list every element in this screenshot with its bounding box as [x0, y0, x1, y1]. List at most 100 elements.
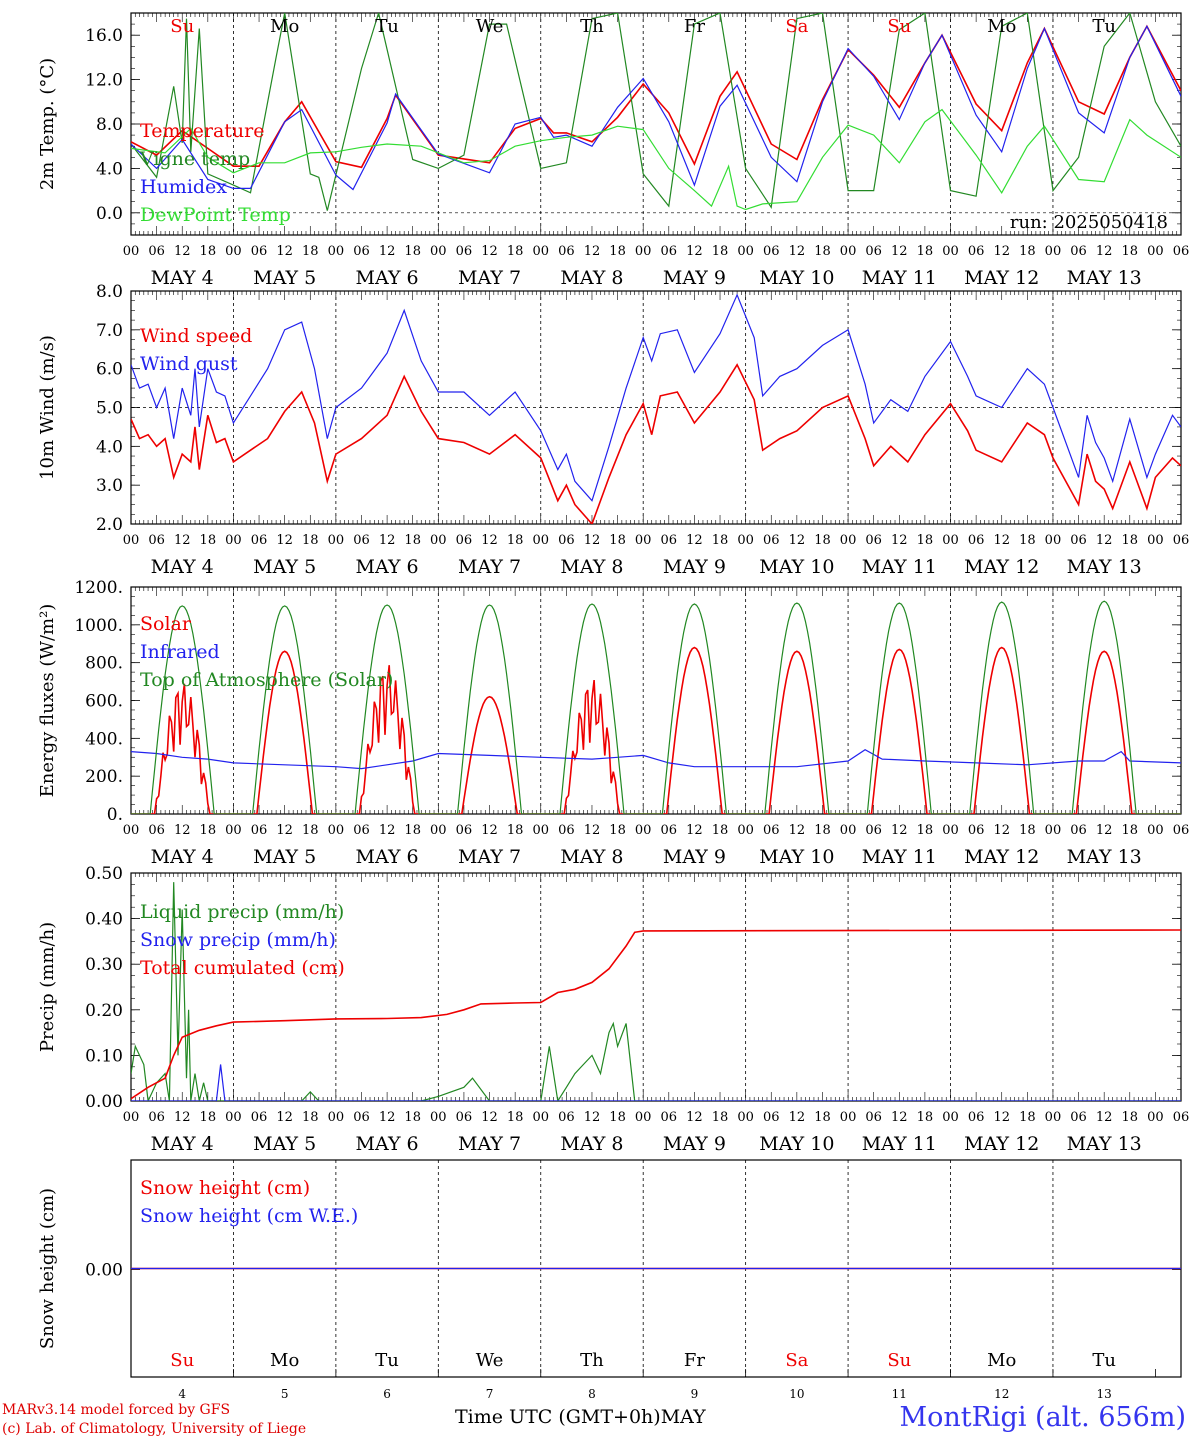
x-hour-label: 18: [814, 533, 831, 548]
series-group: [131, 293, 1181, 524]
x-date-label: MAY 8: [560, 846, 623, 868]
x-hour-label: 18: [917, 533, 934, 548]
x-hour-label: 00: [1147, 244, 1164, 259]
x-hour-label: 12: [789, 823, 806, 838]
x-hour-label: 12: [789, 533, 806, 548]
legend-entry: Wind speed: [140, 325, 252, 347]
x-date-label: MAY 12: [964, 1133, 1039, 1155]
y-tick-label: 6.0: [96, 360, 123, 380]
y-tick-label: 3.0: [96, 476, 123, 496]
x-date-label: MAY 13: [1067, 556, 1142, 578]
x-date-label: MAY 6: [356, 1133, 419, 1155]
x-date-label: MAY 7: [458, 556, 521, 578]
x-hour-label: 00: [328, 244, 345, 259]
x-hour-label: 00: [1147, 823, 1164, 838]
x-date-label: MAY 10: [759, 846, 834, 868]
x-hour-label: 18: [1122, 1110, 1139, 1125]
series-line-infrared: [131, 748, 1181, 770]
x-hour-label: 06: [1173, 244, 1190, 259]
time-axis-label: Time UTC (GMT+0h)MAY: [455, 1406, 706, 1428]
x-date-label: MAY 11: [862, 267, 937, 289]
x-hour-label: 12: [174, 823, 191, 838]
x-hour-label: 06: [968, 823, 985, 838]
series-line-dewpoint-temp: [131, 108, 1181, 211]
x-hour-label: 06: [661, 533, 678, 548]
legend-entry: Total cumulated (cm): [140, 957, 345, 979]
panel-5: 0.00 Snow height (cm) Snow height (cm) Snow…: [37, 1159, 1182, 1401]
x-hour-label: 12: [891, 1110, 908, 1125]
y-axis-label: 10m Wind (m/s): [37, 335, 58, 480]
x-hour-label: 00: [1045, 244, 1062, 259]
day-number-label: 9: [691, 1387, 699, 1401]
x-hour-label: 00: [1045, 533, 1062, 548]
x-hour-label: 12: [379, 1110, 396, 1125]
x-hour-label: 06: [353, 533, 370, 548]
x-hour-label: 12: [993, 823, 1010, 838]
x-date-label: MAY 11: [862, 846, 937, 868]
x-date-label: MAY 11: [862, 1133, 937, 1155]
x-date-label: MAY 4: [151, 1133, 214, 1155]
x-hour-label: 18: [507, 533, 524, 548]
x-hour-label: 18: [404, 1110, 421, 1125]
y-tick-label: 4.0: [96, 159, 123, 179]
series-line-total-cumulated-cm: [131, 929, 1181, 1100]
y-tick-label: 400.: [85, 729, 123, 749]
x-hour-label: 12: [379, 533, 396, 548]
x-date-label: MAY 4: [151, 846, 214, 868]
x-hour-label: 18: [712, 1110, 729, 1125]
legend-entry: Temperature: [140, 120, 264, 142]
x-hour-label: 00: [123, 244, 140, 259]
x-hour-label: 06: [968, 1110, 985, 1125]
day-name-label: Fr: [684, 1350, 705, 1371]
x-hour-label: 18: [1019, 1110, 1036, 1125]
x-hour-label: 18: [200, 1110, 217, 1125]
series-line-temperature: [131, 24, 1181, 169]
x-hour-label: 12: [789, 1110, 806, 1125]
x-hour-label: 12: [481, 1110, 498, 1125]
x-hour-label: 18: [712, 244, 729, 259]
x-hour-label: 18: [507, 244, 524, 259]
x-hour-label: 06: [558, 823, 575, 838]
x-hour-label: 18: [609, 533, 626, 548]
x-date-label: MAY 9: [663, 267, 726, 289]
day-name-label: Sa: [785, 1350, 808, 1371]
x-hour-label: 12: [993, 244, 1010, 259]
day-number-label: 7: [486, 1387, 494, 1401]
x-hour-label: 00: [635, 823, 652, 838]
legend-entry: Vigne temp: [139, 148, 250, 170]
x-hour-label: 00: [942, 533, 959, 548]
x-hour-label: 18: [609, 244, 626, 259]
x-hour-label: 00: [532, 244, 549, 259]
x-hour-label: 06: [865, 823, 882, 838]
x-date-label: MAY 12: [964, 846, 1039, 868]
x-hour-label: 06: [1173, 1110, 1190, 1125]
x-hour-label: 12: [686, 244, 703, 259]
x-hour-label: 18: [712, 823, 729, 838]
plot-frame: [130, 12, 1182, 236]
x-hour-label: 06: [1070, 823, 1087, 838]
x-hour-label: 06: [456, 823, 473, 838]
y-tick-label: 7.0: [96, 321, 123, 341]
x-hour-label: 06: [968, 244, 985, 259]
x-hour-label: 00: [635, 1110, 652, 1125]
x-hour-label: 18: [302, 244, 319, 259]
x-hour-label: 12: [379, 244, 396, 259]
day-name-label: Tu: [375, 1350, 399, 1371]
x-hour-label: 00: [737, 1110, 754, 1125]
day-name-label: Mo: [270, 16, 299, 37]
x-hour-label: 12: [686, 1110, 703, 1125]
x-hour-label: 00: [942, 244, 959, 259]
x-date-label: MAY 11: [862, 556, 937, 578]
y-tick-label: 16.0: [85, 26, 123, 46]
x-hour-label: 06: [353, 1110, 370, 1125]
x-date-label: MAY 9: [663, 556, 726, 578]
day-name-label: Th: [580, 1350, 604, 1371]
day-name-label: Tu: [1092, 1350, 1116, 1371]
x-date-label: MAY 5: [253, 267, 316, 289]
x-date-label: MAY 9: [663, 846, 726, 868]
x-hour-label: 00: [430, 244, 447, 259]
x-hour-label: 06: [251, 1110, 268, 1125]
x-hour-label: 18: [1019, 823, 1036, 838]
x-hour-label: 12: [1096, 1110, 1113, 1125]
